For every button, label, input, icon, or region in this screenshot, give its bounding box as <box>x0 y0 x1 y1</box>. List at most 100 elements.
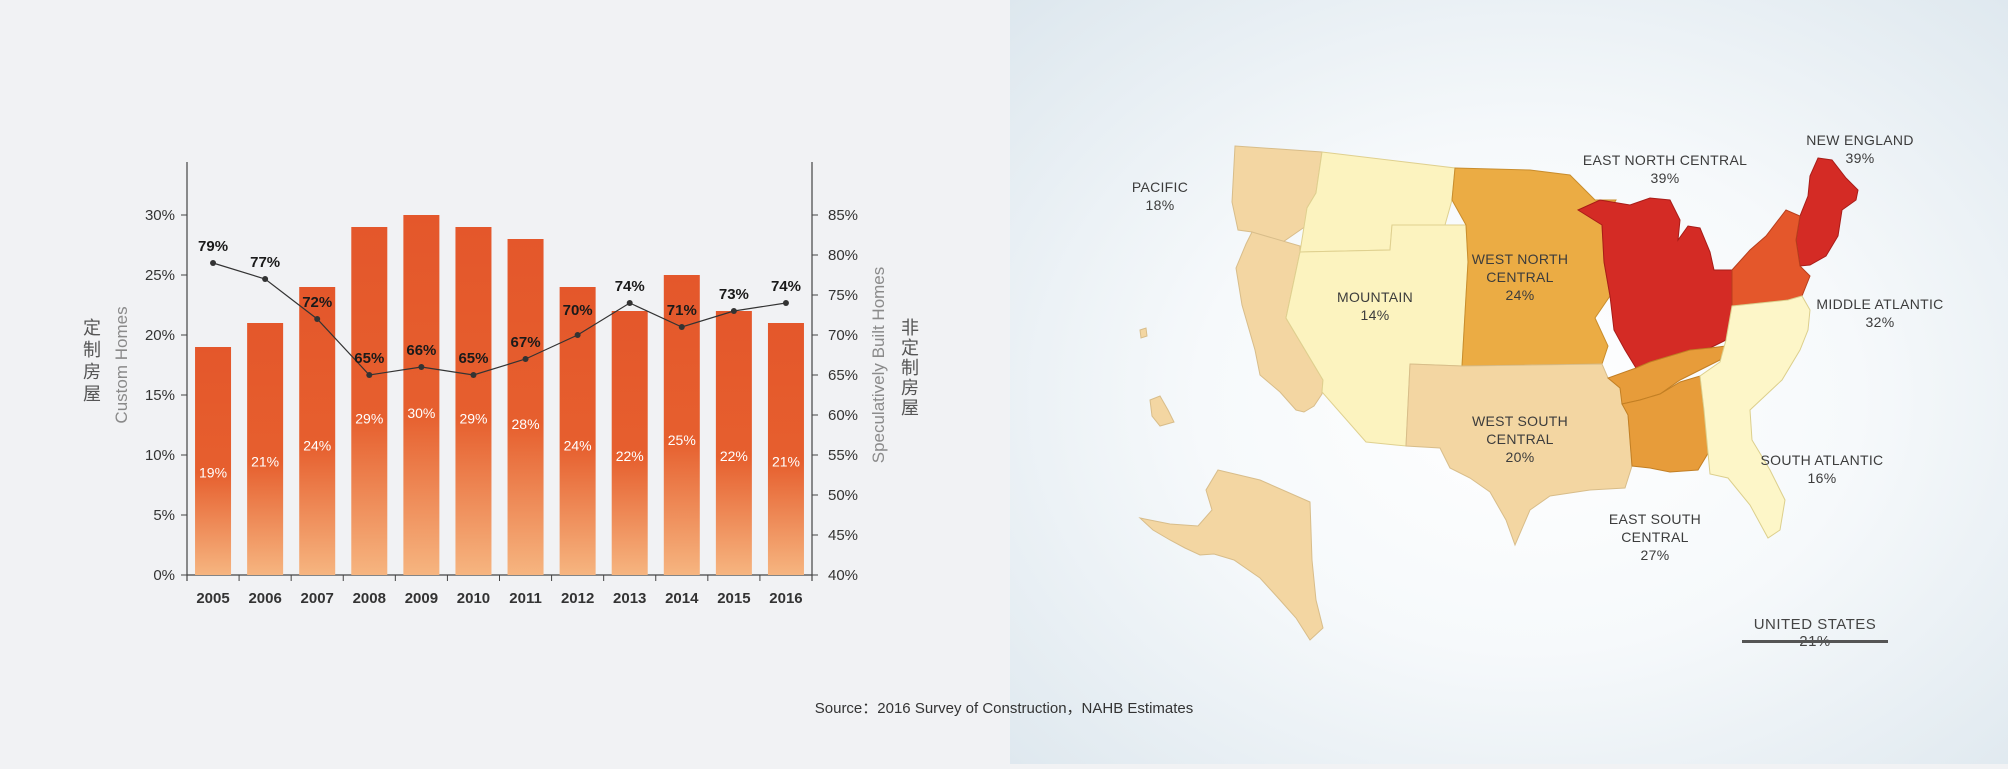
bar-value-label: 24% <box>564 437 592 453</box>
left-tick-label: 15% <box>145 387 175 404</box>
map-label-esc-value: 27% <box>1640 547 1670 563</box>
left-axis-title-cn: 制 <box>83 340 101 360</box>
line-value-label: 70% <box>563 302 593 319</box>
bar-value-label: 28% <box>512 416 540 432</box>
us-total-underline <box>1742 640 1888 643</box>
map-label-pacific: PACIFIC 18% <box>1115 178 1205 214</box>
map-label-south-atlantic: SOUTH ATLANTIC 16% <box>1752 451 1892 487</box>
us-region-map <box>1138 145 1859 641</box>
line-value-label: 66% <box>406 342 436 359</box>
map-label-esc-line1: EAST SOUTH <box>1608 511 1702 527</box>
right-tick-label: 55% <box>828 447 858 464</box>
line-value-label: 74% <box>771 278 801 295</box>
map-label-wnc-value: 24% <box>1505 287 1535 303</box>
bar <box>663 275 700 575</box>
map-label-middle-atlantic: MIDDLE ATLANTIC 32% <box>1810 295 1950 331</box>
right-axis-title-cn: 非 <box>901 318 919 338</box>
bar <box>247 323 284 575</box>
right-axis-title-cn: 定 <box>901 338 919 358</box>
map-label-pacific-name: PACIFIC <box>1131 179 1189 195</box>
map-label-wsc-line1: WEST SOUTH <box>1471 413 1569 429</box>
line-value-label: 73% <box>719 286 749 303</box>
left-tick-label: 25% <box>145 267 175 284</box>
region-south-atlantic <box>1699 295 1811 539</box>
left-axis-title: Custom Homes <box>112 306 131 423</box>
bar-line-chart: 0% 5% 10% 15% 20% 25% 30% 40% 45% 50% 55% 60% 65% 70%… <box>83 162 919 607</box>
region-middle-atlantic <box>1731 209 1811 307</box>
left-tick-label: 0% <box>153 567 175 584</box>
bar <box>559 287 596 575</box>
left-tick-label: 30% <box>145 207 175 224</box>
right-tick-label: 75% <box>828 287 858 304</box>
bar <box>455 227 492 575</box>
x-tick-label: 2006 <box>248 590 281 607</box>
bar-value-label: 22% <box>720 448 748 464</box>
map-label-mountain: MOUNTAIN 14% <box>1325 288 1425 324</box>
line-point <box>782 300 789 306</box>
map-label-wnc-line2: CENTRAL <box>1486 269 1554 285</box>
map-panel <box>1010 0 2008 764</box>
x-tick-label: 2012 <box>561 590 594 607</box>
bar <box>507 239 544 575</box>
left-axis-title-cn: 屋 <box>83 384 101 404</box>
map-label-sa-name: SOUTH ATLANTIC <box>1760 452 1884 468</box>
x-tick-label: 2005 <box>196 590 229 607</box>
line-value-label: 79% <box>198 238 228 255</box>
x-tick-label: 2016 <box>769 590 802 607</box>
x-tick-label: 2014 <box>665 590 699 607</box>
map-label-ne-name: NEW ENGLAND <box>1806 132 1914 148</box>
line-value-label: 65% <box>354 350 384 367</box>
line-value-label: 67% <box>511 334 541 351</box>
line-point <box>626 300 633 306</box>
right-axis-title: Speculatively Built Homes <box>869 267 888 464</box>
bar <box>403 215 440 575</box>
map-label-new-england: NEW ENGLAND 39% <box>1800 131 1920 167</box>
bar-value-label: 24% <box>303 437 331 453</box>
x-tick-label: 2009 <box>405 590 438 607</box>
map-label-esc-line2: CENTRAL <box>1621 529 1689 545</box>
line-point <box>418 364 425 370</box>
left-axis-title-cn: 定 <box>83 318 101 338</box>
x-tick-label: 2015 <box>717 590 750 607</box>
bar-value-label: 19% <box>199 464 227 480</box>
region-new-england <box>1795 157 1859 267</box>
map-label-wnc-line1: WEST NORTH <box>1471 251 1569 267</box>
right-axis-title-cn: 房 <box>901 378 919 398</box>
map-label-pacific-value: 18% <box>1145 197 1175 213</box>
x-tick-label: 2008 <box>353 590 386 607</box>
x-tick-label: 2007 <box>301 590 334 607</box>
left-tick-label: 5% <box>153 507 175 524</box>
line-point <box>730 308 737 314</box>
line-value-label: 65% <box>458 350 488 367</box>
line-point <box>262 276 269 282</box>
map-label-west-south-central: WEST SOUTH CENTRAL 20% <box>1460 412 1580 466</box>
region-west-north-central <box>1451 167 1617 367</box>
line-point <box>366 372 373 378</box>
map-label-ma-value: 32% <box>1865 314 1895 330</box>
map-label-ma-name: MIDDLE ATLANTIC <box>1816 296 1944 312</box>
bar-value-label: 30% <box>407 405 435 421</box>
right-tick-label: 40% <box>828 567 858 584</box>
map-label-enc-name: EAST NORTH CENTRAL <box>1582 152 1748 168</box>
bar <box>195 347 232 575</box>
line-value-label: 72% <box>302 294 332 311</box>
line-point <box>522 356 529 362</box>
right-tick-label: 80% <box>828 247 858 264</box>
bar-value-label: 21% <box>772 454 800 470</box>
map-label-east-north-central: EAST NORTH CENTRAL 39% <box>1575 151 1755 187</box>
right-tick-label: 65% <box>828 367 858 384</box>
line-value-label: 74% <box>615 278 645 295</box>
right-tick-label: 50% <box>828 487 858 504</box>
region-mountain <box>1285 151 1469 447</box>
bar <box>715 311 752 575</box>
line-value-label: 71% <box>667 302 697 319</box>
right-axis-title-cn: 屋 <box>901 398 919 418</box>
map-label-enc-value: 39% <box>1650 170 1680 186</box>
right-tick-label: 45% <box>828 527 858 544</box>
x-tick-label: 2010 <box>457 590 490 607</box>
bar-value-label: 29% <box>459 410 487 426</box>
line-point <box>470 372 477 378</box>
line-point <box>210 260 217 266</box>
map-label-sa-value: 16% <box>1807 470 1837 486</box>
left-tick-label: 20% <box>145 327 175 344</box>
